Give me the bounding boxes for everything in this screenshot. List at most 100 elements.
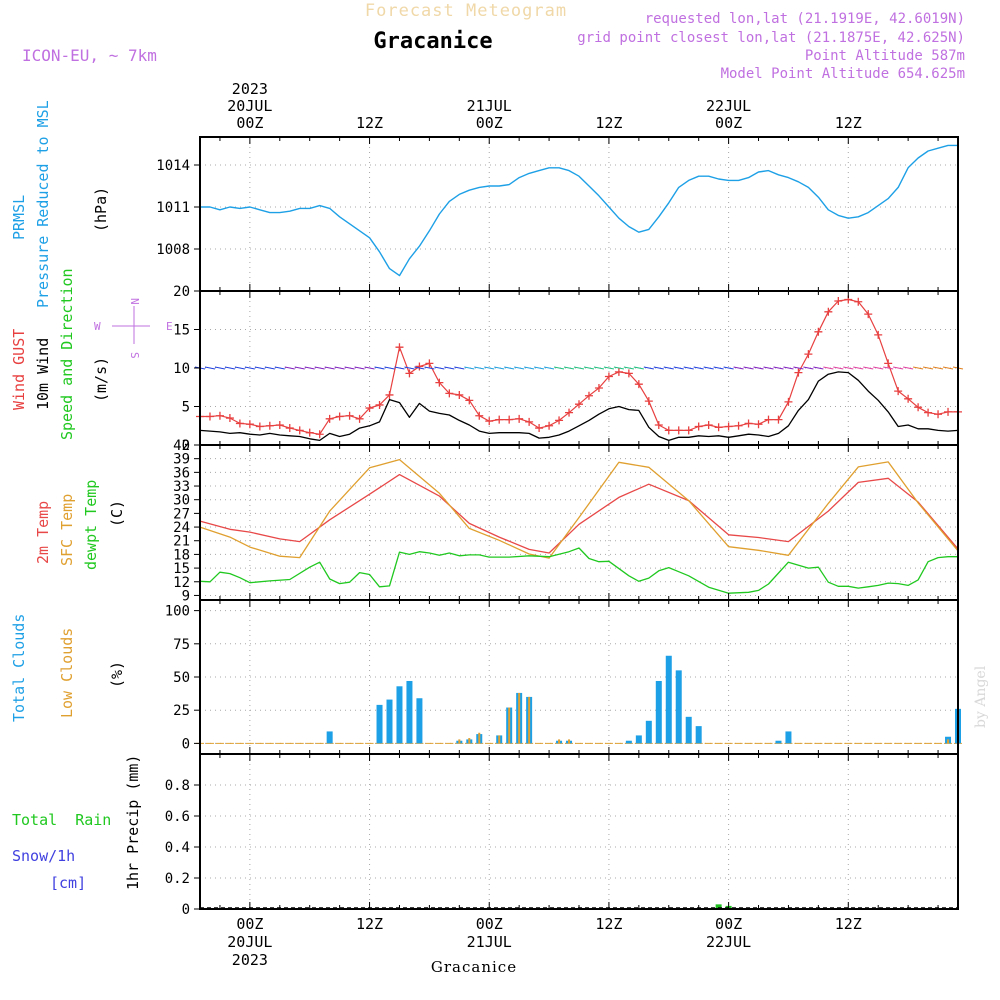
gust-marker xyxy=(904,394,913,403)
gust-marker xyxy=(445,389,454,398)
gust-marker xyxy=(614,367,623,376)
ytick-label-precip: 0.8 xyxy=(165,778,190,794)
ytick-label-clouds: 50 xyxy=(173,670,190,686)
ytick-label-temperature: 15 xyxy=(173,561,190,577)
location-title: Gracanice xyxy=(373,29,492,54)
gust-marker xyxy=(664,426,673,435)
model-label: ICON-EU, ~ 7km xyxy=(22,46,157,65)
total-cloud-label: Total Clouds xyxy=(10,614,28,722)
wind-direction-arrow xyxy=(593,366,605,370)
total-rain-label: Total Rain xyxy=(12,811,111,829)
wind-direction-arrow xyxy=(204,366,216,370)
gust-marker xyxy=(285,424,294,433)
gust-marker xyxy=(435,378,444,387)
wind-labels: Wind GUST 10m Wind Speed and Direction (… xyxy=(10,268,173,440)
ytick-label-wind: 0 xyxy=(182,438,190,454)
gust-marker xyxy=(315,430,324,439)
wind-direction-arrow xyxy=(783,366,794,370)
wind-direction-arrow xyxy=(623,366,634,370)
gust-marker xyxy=(335,412,344,421)
wind-direction-arrow xyxy=(573,366,585,370)
gust-marker xyxy=(684,426,693,435)
total-cloud-bar xyxy=(775,740,782,744)
gust-marker xyxy=(884,359,893,368)
compass-s: S xyxy=(128,352,141,359)
gust-marker xyxy=(395,343,404,352)
gust-marker xyxy=(325,414,334,423)
top-time-label: 00Z xyxy=(476,114,503,132)
axis-labels-layer: 1008101110140510152091215182124273033363… xyxy=(156,80,862,969)
wind-direction-arrow xyxy=(543,366,555,370)
wind-direction-arrow xyxy=(633,366,644,370)
watermark: by Angel xyxy=(973,665,989,728)
wind-speed-label: Speed and Direction xyxy=(58,268,76,440)
wind-direction-arrow xyxy=(793,366,804,370)
ytick-label-precip: 0.4 xyxy=(165,840,190,856)
gust-marker xyxy=(565,408,574,417)
wind-direction-arrow xyxy=(214,366,226,370)
total-cloud-bar xyxy=(396,686,403,744)
wind-direction-arrow xyxy=(404,366,415,370)
gust-marker xyxy=(624,369,633,378)
gust-marker xyxy=(724,422,733,431)
low-cloud-bar xyxy=(558,739,561,744)
gust-marker xyxy=(405,369,414,378)
bottom-time-label: 22JUL xyxy=(706,933,751,951)
temp-2m-label: 2m Temp xyxy=(34,501,52,564)
ytick-label-precip: 0.6 xyxy=(165,809,190,825)
gust-marker xyxy=(654,420,663,429)
wind-direction-arrow xyxy=(364,366,375,370)
wind-direction-arrow xyxy=(444,366,455,370)
wind-direction-arrow xyxy=(484,366,495,370)
wind-direction-arrow xyxy=(942,366,954,370)
top-time-label: 2023 xyxy=(232,80,268,98)
pressure-units: (hPa) xyxy=(92,187,110,232)
ytick-label-clouds: 0 xyxy=(182,736,190,752)
rain-bar xyxy=(715,904,722,909)
ytick-label-pressure: 1008 xyxy=(156,242,190,258)
wind-compass: N S W E xyxy=(94,298,173,359)
compass-e: E xyxy=(166,320,173,333)
total-cloud-bar xyxy=(695,726,702,744)
gust-marker xyxy=(555,416,564,425)
gust-marker xyxy=(305,428,314,437)
wind-direction-arrow xyxy=(434,366,445,370)
total-cloud-bar xyxy=(386,699,393,744)
wind-direction-arrow xyxy=(803,366,814,370)
wind-direction-arrow xyxy=(723,366,734,370)
ytick-label-clouds: 100 xyxy=(165,604,190,620)
wind-direction-arrow xyxy=(324,366,335,370)
pressure-label-2: Pressure Reduced to MSL xyxy=(34,100,52,308)
wind-direction-arrow xyxy=(713,366,724,370)
ytick-label-temperature: 9 xyxy=(182,588,190,604)
gust-marker xyxy=(734,421,743,430)
compass-n: N xyxy=(128,298,141,305)
wind-direction-arrow xyxy=(733,366,744,370)
gust-marker xyxy=(894,387,903,396)
point-altitude: Point Altitude 587m xyxy=(805,48,965,64)
wind-units: (m/s) xyxy=(92,357,110,402)
cloud-units: (%) xyxy=(108,661,126,688)
top-time-label: 12Z xyxy=(595,114,622,132)
wind-direction-arrow xyxy=(863,366,874,370)
low-cloud-bar xyxy=(498,735,501,744)
total-cloud-bar xyxy=(376,704,383,744)
gust-marker xyxy=(535,424,544,433)
bottom-time-label: 00Z xyxy=(476,915,503,933)
low-cloud-bar xyxy=(528,696,531,744)
wind-direction-arrow xyxy=(414,366,425,370)
top-time-label: 12Z xyxy=(356,114,383,132)
top-time-label: 00Z xyxy=(715,114,742,132)
wind-direction-arrow xyxy=(753,366,764,370)
wind-direction-arrow xyxy=(464,366,475,370)
wind-direction-arrow xyxy=(703,366,714,370)
gust-marker xyxy=(604,372,613,381)
wind-direction-arrow xyxy=(932,366,944,370)
ytick-label-precip: 0.2 xyxy=(165,871,190,887)
ytick-label-clouds: 25 xyxy=(173,703,190,719)
wind-direction-arrow xyxy=(693,366,704,370)
wind-direction-arrow xyxy=(294,366,305,370)
ytick-label-clouds: 75 xyxy=(173,637,190,653)
gust-marker xyxy=(804,350,813,359)
ytick-label-wind: 5 xyxy=(182,400,190,416)
